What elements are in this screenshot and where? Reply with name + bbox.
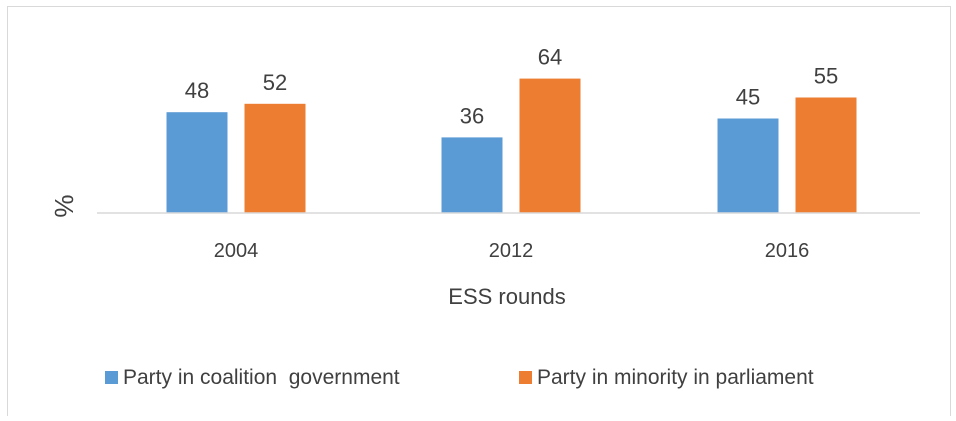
bar-coalition-2004 (166, 112, 228, 213)
x-tick-labels-group: 2004 2012 2016 (214, 240, 810, 262)
bars-group (166, 78, 857, 213)
legend-label-coalition: Party in coalition government (123, 366, 400, 389)
value-label-minority-2012: 64 (538, 45, 562, 70)
legend-swatch-minority (519, 371, 532, 384)
value-labels-group: 48 52 36 64 45 55 (185, 45, 838, 129)
legend-label-minority: Party in minority in parliament (537, 366, 814, 389)
x-tick-label-2016: 2016 (765, 240, 810, 262)
y-axis-title: % (49, 194, 79, 217)
bar-coalition-2012 (441, 137, 503, 213)
value-label-minority-2004: 52 (263, 70, 287, 95)
value-label-coalition-2016: 45 (736, 85, 760, 110)
x-tick-label-2004: 2004 (214, 240, 259, 262)
x-tick-label-2012: 2012 (489, 240, 534, 262)
legend-swatch-coalition (105, 371, 118, 384)
bar-minority-2004 (244, 103, 306, 213)
bar-minority-2012 (519, 78, 581, 213)
chart-frame (7, 6, 951, 416)
value-label-minority-2016: 55 (814, 64, 838, 89)
x-axis-title: ESS rounds (448, 284, 565, 309)
bar-minority-2016 (795, 97, 857, 213)
value-label-coalition-2004: 48 (185, 78, 209, 103)
value-label-coalition-2012: 36 (460, 103, 484, 128)
bar-coalition-2016 (717, 118, 779, 213)
legend: Party in coalition government Party in mi… (105, 366, 814, 389)
